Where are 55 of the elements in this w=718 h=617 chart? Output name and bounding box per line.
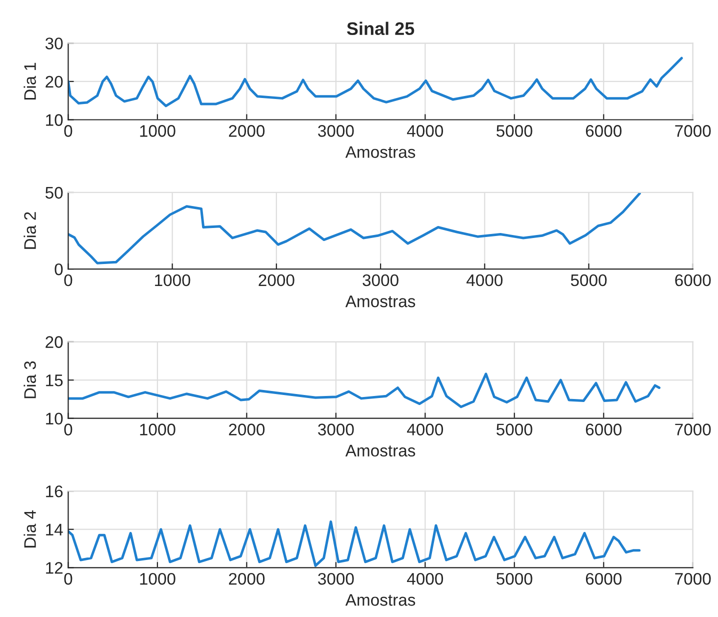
x-axis-title: Amostras	[345, 146, 416, 158]
y-axis-title: Dia 3	[24, 361, 36, 398]
x-axis-title: Amostras	[345, 594, 416, 606]
x-tick-label: 2000	[228, 125, 265, 137]
x-tick-label: 3000	[318, 125, 354, 137]
y-tick-label: 30	[45, 38, 63, 50]
x-tick-label: 1000	[140, 424, 176, 436]
x-tick-label: 3000	[318, 424, 354, 436]
x-tick-label: 3000	[318, 572, 354, 585]
y-axis-title: Dia 2	[24, 212, 36, 249]
y-axis-title: Dia 1	[24, 62, 36, 100]
x-tick-label: 0	[64, 274, 72, 286]
x-tick-label: 0	[64, 572, 72, 585]
x-tick-label: 1000	[140, 572, 176, 585]
x-tick-label: 7000	[675, 125, 711, 137]
x-tick-label: 5000	[496, 572, 532, 585]
x-tick-label: 4000	[466, 274, 503, 286]
chart-title: Sinal 25	[346, 22, 414, 36]
line-series	[68, 56, 683, 108]
x-tick-label: 7000	[675, 424, 711, 436]
x-tick-label: 0	[64, 424, 72, 436]
x-tick-label: 4000	[407, 424, 444, 436]
y-axis-title: Dia 4	[24, 510, 36, 548]
y-tick-label: 20	[46, 76, 63, 88]
line-series	[68, 520, 641, 567]
x-tick-label: 6000	[586, 424, 622, 436]
x-axis-title: Amostras	[345, 444, 416, 457]
x-tick-label: 4000	[407, 572, 444, 585]
x-tick-label: 5000	[496, 424, 532, 436]
x-tick-label: 6000	[586, 572, 622, 585]
line-series	[68, 372, 660, 408]
y-tick-label: 10	[46, 412, 63, 425]
x-axis-title: Amostras	[345, 296, 416, 308]
line-series	[68, 192, 641, 264]
x-tick-label: 2000	[228, 424, 265, 436]
x-tick-label: 2000	[228, 572, 265, 585]
y-tick-label: 0	[54, 263, 63, 276]
y-tick-label: 12	[46, 562, 63, 574]
y-tick-label: 10	[46, 114, 63, 126]
x-tick-label: 6000	[675, 274, 711, 286]
y-tick-label: 14	[46, 524, 63, 536]
x-tick-label: 0	[64, 125, 72, 137]
x-tick-label: 2000	[258, 274, 294, 286]
y-tick-label: 16	[46, 485, 63, 498]
x-tick-label: 3000	[362, 274, 398, 286]
x-tick-label: 1000	[140, 125, 176, 137]
y-tick-label: 15	[46, 374, 63, 386]
x-tick-label: 5000	[570, 274, 607, 286]
x-tick-label: 1000	[155, 274, 190, 286]
x-tick-label: 6000	[586, 125, 622, 137]
y-tick-label: 20	[46, 336, 63, 348]
x-tick-label: 4000	[407, 125, 444, 137]
x-tick-label: 5000	[496, 125, 532, 137]
y-tick-label: 50	[45, 186, 63, 199]
x-tick-label: 7000	[675, 572, 711, 585]
